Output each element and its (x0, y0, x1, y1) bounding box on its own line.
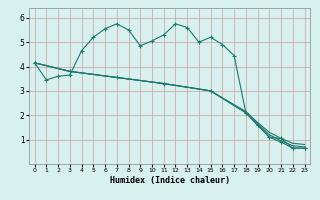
X-axis label: Humidex (Indice chaleur): Humidex (Indice chaleur) (109, 176, 229, 185)
